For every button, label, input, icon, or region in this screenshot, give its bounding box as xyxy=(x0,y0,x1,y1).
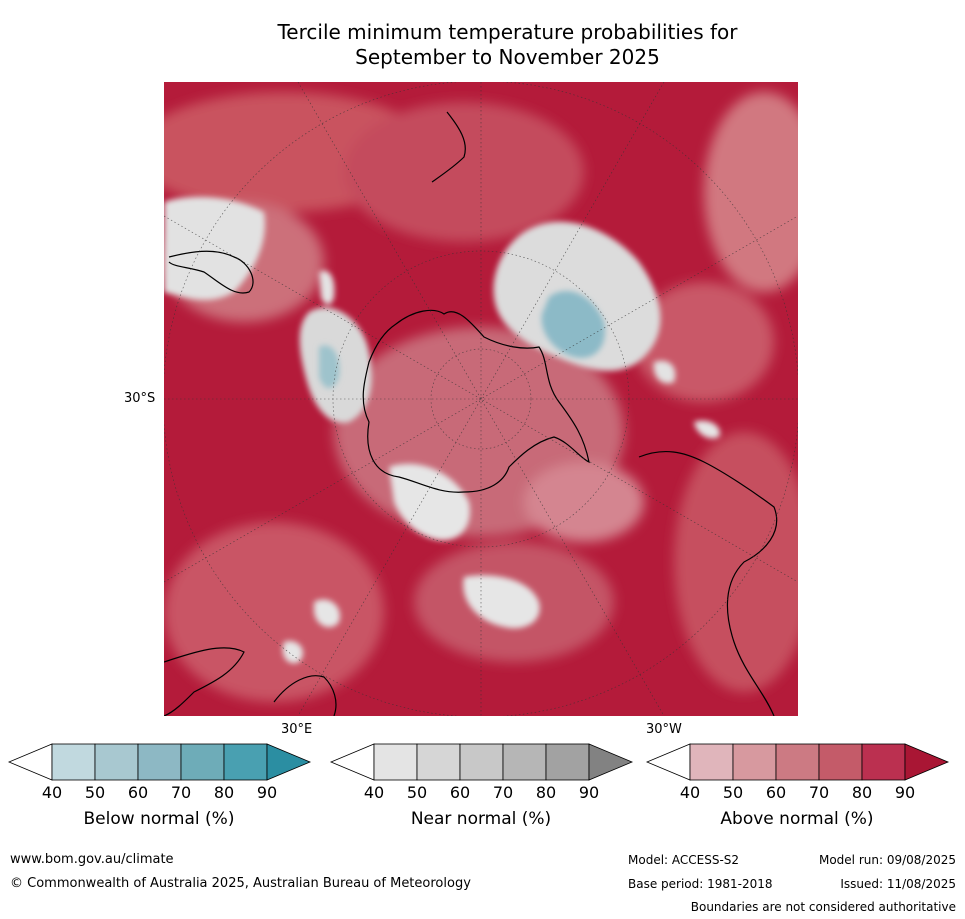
colorbar-near-normal-segment xyxy=(502,743,547,781)
disclaimer-text: Boundaries are not considered authoritat… xyxy=(690,900,956,914)
colorbar-near-normal-tick-label: 50 xyxy=(406,783,428,802)
colorbar-near-normal-tick-label: 60 xyxy=(449,783,471,802)
colorbar-below-normal: 40 50 60 70 80 90 Below normal (%) xyxy=(7,743,312,843)
longitude-label-30w: 30°W xyxy=(646,722,682,737)
colorbar-above-normal-low-extend xyxy=(645,743,691,781)
colorbar-near-normal-tick-label: 40 xyxy=(363,783,385,802)
longitude-label-30e: 30°E xyxy=(281,722,313,737)
colorbar-near-normal-segment xyxy=(459,743,504,781)
website-link[interactable]: www.bom.gov.au/climate xyxy=(10,852,174,867)
base-period-text: Base period: 1981-2018 xyxy=(628,877,773,891)
colorbar-above-normal-tick-label: 60 xyxy=(765,783,787,802)
colorbar-above-normal-segment xyxy=(775,743,820,781)
colorbar-below-normal-tick-label: 40 xyxy=(41,783,63,802)
colorbar-below-normal-tick-label: 80 xyxy=(213,783,235,802)
colorbar-below-normal-segment xyxy=(51,743,96,781)
australia-outline xyxy=(168,250,254,294)
copyright-text: © Commonwealth of Australia 2025, Austra… xyxy=(10,876,471,891)
model-text: Model: ACCESS-S2 xyxy=(628,853,740,867)
colorbar-near-normal-ticks: 40 50 60 70 80 90 xyxy=(331,783,631,803)
title-line-2: September to November 2025 xyxy=(355,45,660,69)
colorbar-below-normal-segment xyxy=(223,743,268,781)
colorbar-below-normal-tick-label: 50 xyxy=(84,783,106,802)
new-zealand-outline xyxy=(431,111,466,183)
colorbar-below-normal-segment xyxy=(180,743,225,781)
colorbar-above-normal-high-extend xyxy=(904,743,950,781)
colorbar-near-normal-tick-label: 90 xyxy=(578,783,600,802)
coastlines xyxy=(164,111,778,716)
colorbar-near-normal-title: Near normal (%) xyxy=(410,809,552,829)
colorbar-above-normal-tick-label: 70 xyxy=(808,783,830,802)
issued-text: Issued: 11/08/2025 xyxy=(840,877,956,891)
probability-map xyxy=(164,82,798,716)
south-america-outline xyxy=(638,451,778,716)
colorbar-near-normal-low-extend xyxy=(329,743,375,781)
colorbar-below-normal-low-extend xyxy=(7,743,53,781)
colorbar-below-normal-tick-label: 70 xyxy=(170,783,192,802)
colorbar-above-normal-segment xyxy=(818,743,863,781)
colorbar-near-normal-high-extend xyxy=(588,743,634,781)
colorbar-above-normal-tick-label: 40 xyxy=(679,783,701,802)
colorbar-below-normal-tick-label: 60 xyxy=(127,783,149,802)
colorbar-above-normal: 40 50 60 70 80 90 Above normal (%) xyxy=(645,743,950,843)
africa-outline xyxy=(164,647,245,716)
graticule xyxy=(164,82,798,716)
antarctica-outline xyxy=(362,309,590,493)
colorbar-near-normal-segment xyxy=(545,743,590,781)
colorbar-below-normal-segment xyxy=(137,743,182,781)
colorbar-above-normal-ticks: 40 50 60 70 80 90 xyxy=(647,783,947,803)
colorbar-above-normal-tick-label: 90 xyxy=(894,783,916,802)
colorbar-below-normal-high-extend xyxy=(266,743,312,781)
chart-title: Tercile minimum temperature probabilitie… xyxy=(160,20,855,70)
below-normal-regions xyxy=(319,291,605,389)
colorbar-near-normal-segment xyxy=(373,743,418,781)
colorbar-below-normal-svg xyxy=(7,743,312,781)
colorbar-above-normal-svg xyxy=(645,743,950,781)
colorbar-near-normal-tick-label: 70 xyxy=(492,783,514,802)
colorbar-above-normal-title: Above normal (%) xyxy=(720,809,874,829)
colorbar-near-normal-segment xyxy=(416,743,461,781)
colorbar-near-normal: 40 50 60 70 80 90 Near normal (%) xyxy=(329,743,634,843)
colorbar-near-normal-svg xyxy=(329,743,634,781)
colorbar-near-normal-tick-label: 80 xyxy=(535,783,557,802)
title-line-1: Tercile minimum temperature probabilitie… xyxy=(277,20,738,44)
model-run-text: Model run: 09/08/2025 xyxy=(818,853,956,867)
colorbar-above-normal-segment xyxy=(732,743,777,781)
colorbar-above-normal-segment xyxy=(689,743,734,781)
colorbar-below-normal-ticks: 40 50 60 70 80 90 xyxy=(9,783,309,803)
colorbar-below-normal-tick-label: 90 xyxy=(256,783,278,802)
map-svg xyxy=(164,82,798,716)
latitude-label-30s: 30°S xyxy=(124,391,156,406)
colorbar-above-normal-tick-label: 80 xyxy=(851,783,873,802)
madagascar-outline xyxy=(273,675,337,716)
colorbar-below-normal-segment xyxy=(94,743,139,781)
colorbar-above-normal-segment xyxy=(861,743,906,781)
colorbar-above-normal-tick-label: 50 xyxy=(722,783,744,802)
colorbar-below-normal-title: Below normal (%) xyxy=(83,809,235,829)
